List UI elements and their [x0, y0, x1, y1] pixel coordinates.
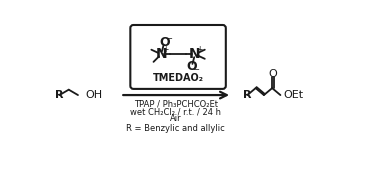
Text: +: + — [196, 45, 203, 54]
Text: −: − — [192, 66, 199, 74]
FancyBboxPatch shape — [130, 25, 226, 89]
Text: R: R — [55, 90, 63, 100]
Text: wet CH₂Cl₂ / r.t. / 24 h: wet CH₂Cl₂ / r.t. / 24 h — [130, 108, 221, 116]
Text: R = Benzylic and allylic: R = Benzylic and allylic — [127, 124, 225, 133]
Text: TMEDAO₂: TMEDAO₂ — [152, 73, 204, 83]
Text: Air: Air — [170, 114, 182, 123]
Text: R: R — [243, 90, 251, 100]
Text: O: O — [186, 60, 197, 73]
Text: OH: OH — [85, 90, 102, 100]
Text: N: N — [155, 47, 167, 61]
Text: N: N — [189, 47, 201, 61]
Text: OEt: OEt — [283, 90, 304, 100]
Text: TPAP / Ph₃PCHCO₂Et: TPAP / Ph₃PCHCO₂Et — [134, 100, 218, 109]
Text: +: + — [162, 45, 169, 54]
Text: O: O — [159, 36, 169, 49]
Text: O: O — [269, 68, 277, 78]
Text: −: − — [165, 34, 172, 43]
